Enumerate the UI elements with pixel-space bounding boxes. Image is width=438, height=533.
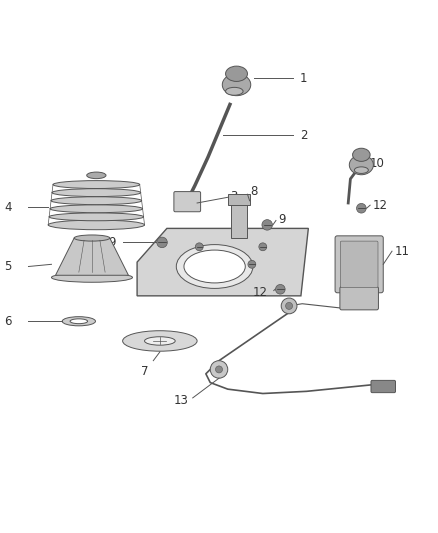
Ellipse shape	[48, 220, 145, 230]
Circle shape	[357, 204, 366, 213]
FancyBboxPatch shape	[228, 194, 250, 205]
Text: 7: 7	[141, 365, 148, 378]
Ellipse shape	[176, 245, 253, 288]
FancyBboxPatch shape	[340, 287, 378, 310]
Text: 11: 11	[394, 245, 409, 257]
Text: 8: 8	[251, 184, 258, 198]
Circle shape	[215, 366, 223, 373]
Ellipse shape	[353, 148, 370, 161]
Ellipse shape	[70, 319, 88, 324]
Text: 12: 12	[252, 286, 267, 300]
Circle shape	[248, 260, 256, 268]
Ellipse shape	[53, 181, 140, 189]
Text: 1: 1	[300, 71, 307, 85]
Ellipse shape	[51, 273, 132, 282]
Ellipse shape	[87, 172, 106, 179]
Text: 9: 9	[109, 236, 116, 249]
Ellipse shape	[145, 337, 175, 345]
Circle shape	[276, 285, 285, 294]
Text: 5: 5	[4, 260, 12, 273]
Text: 2: 2	[300, 128, 307, 142]
Polygon shape	[56, 238, 128, 275]
FancyBboxPatch shape	[174, 191, 201, 212]
FancyBboxPatch shape	[231, 201, 247, 238]
FancyBboxPatch shape	[371, 381, 396, 393]
Circle shape	[157, 237, 167, 248]
Text: 13: 13	[173, 393, 188, 407]
Ellipse shape	[62, 317, 95, 326]
Text: 12: 12	[372, 199, 387, 212]
Ellipse shape	[222, 74, 251, 96]
Text: 3: 3	[230, 190, 237, 203]
Circle shape	[262, 220, 272, 230]
Ellipse shape	[49, 213, 144, 221]
Text: 9: 9	[278, 213, 286, 225]
Circle shape	[286, 302, 293, 310]
Ellipse shape	[123, 330, 197, 351]
Polygon shape	[137, 229, 308, 296]
Circle shape	[281, 298, 297, 314]
FancyBboxPatch shape	[340, 241, 378, 287]
Ellipse shape	[349, 155, 373, 175]
Circle shape	[195, 243, 203, 251]
Ellipse shape	[50, 205, 143, 213]
Ellipse shape	[51, 197, 141, 205]
Circle shape	[210, 361, 228, 378]
Ellipse shape	[226, 66, 247, 82]
Ellipse shape	[184, 250, 245, 283]
Ellipse shape	[226, 87, 243, 95]
Text: 10: 10	[370, 157, 385, 170]
Ellipse shape	[354, 167, 368, 173]
Circle shape	[259, 243, 267, 251]
FancyBboxPatch shape	[335, 236, 383, 293]
Text: 4: 4	[4, 201, 12, 214]
Ellipse shape	[52, 189, 141, 197]
Ellipse shape	[74, 235, 110, 241]
Text: 6: 6	[4, 315, 12, 328]
